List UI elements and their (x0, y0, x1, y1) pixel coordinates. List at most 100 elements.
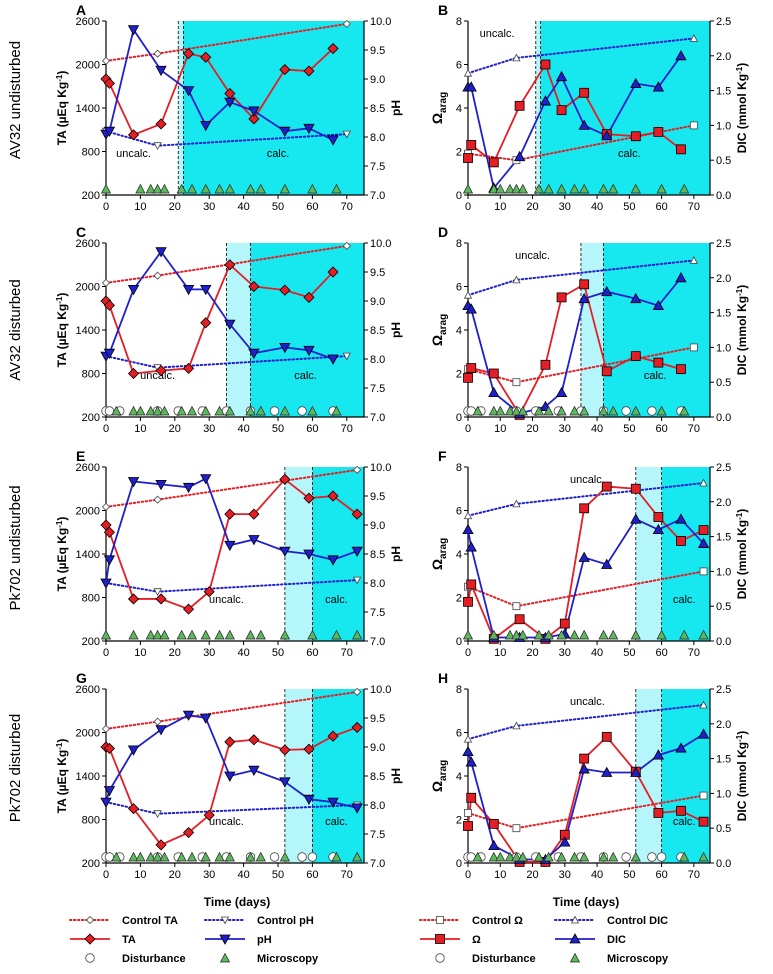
microscopy-marker (145, 183, 156, 194)
panel-letter: E (76, 448, 85, 464)
x-tick-label: 40 (237, 869, 249, 881)
calcified-region (250, 243, 364, 417)
microscopy-marker (279, 183, 290, 194)
main-1-point (248, 508, 260, 520)
microscopy-marker (511, 183, 522, 194)
disturbance-marker (269, 406, 280, 416)
microscopy-marker (200, 405, 211, 416)
microscopy-marker (608, 405, 619, 416)
main-1-point (351, 721, 363, 733)
legend-marker (436, 916, 444, 924)
y1-tick-label: 800 (82, 147, 100, 159)
main-1-point (182, 362, 195, 374)
microscopy-marker (533, 851, 545, 862)
main-1-point (676, 144, 686, 155)
microscopy-marker (100, 629, 112, 640)
x-tick-label: 70 (341, 423, 353, 435)
main-2-point (601, 558, 613, 569)
microscopy-marker (462, 183, 474, 194)
main-1-point (556, 105, 567, 116)
microscopy-marker (307, 183, 318, 194)
main-1-point (630, 351, 641, 362)
microscopy-marker (504, 629, 516, 640)
y2-tick-label: 7.5 (370, 383, 385, 395)
y2-tick-label: 9.5 (370, 45, 385, 57)
uncalc-label: uncalc. (515, 250, 550, 262)
legend-item: Control Ω (419, 915, 523, 927)
microscopy-marker (152, 629, 163, 640)
microscopy-marker (698, 629, 709, 640)
y2-tick-label: 10.0 (370, 684, 391, 696)
microscopy-marker (145, 405, 156, 416)
microscopy-marker (255, 851, 266, 862)
legend-item: pH (205, 934, 272, 946)
y2-tick-label: 1.5 (716, 86, 731, 98)
y2-tick-label: 7.0 (370, 412, 385, 424)
main-2-point (127, 745, 140, 756)
main-1-point (203, 586, 215, 598)
microscopy-marker (679, 851, 690, 862)
disturbance-marker (297, 852, 307, 862)
y2-tick-label: 10.0 (370, 462, 391, 474)
microscopy-marker (488, 629, 499, 640)
main-1-point (601, 731, 612, 742)
panel-letter: B (438, 2, 448, 18)
legend-marker (569, 952, 581, 963)
x-tick-label: 30 (203, 201, 215, 213)
x-tick-label: 40 (591, 869, 603, 881)
y2-tick-label: 2.0 (716, 719, 731, 731)
y2-tick-label: 9.5 (370, 491, 385, 503)
main-1-point (248, 113, 260, 125)
main-2-point (303, 123, 315, 135)
calcified-region (661, 467, 710, 641)
control-2-point (352, 576, 362, 585)
y1-tick-label: 800 (82, 369, 100, 381)
main-2-point (630, 292, 642, 304)
main-2-point (279, 126, 291, 138)
microscopy-marker (200, 629, 211, 640)
y2-tick-label: 7.5 (370, 607, 385, 619)
microscopy-marker (556, 629, 567, 640)
control-1-point (512, 378, 521, 387)
control-1-point (342, 241, 351, 250)
main-1-point (103, 77, 116, 89)
control-1-point (101, 278, 111, 287)
legend-marker (85, 915, 95, 925)
y1-tick-label: 800 (82, 815, 100, 827)
main-1-point (653, 808, 664, 818)
series-line-main-2 (467, 733, 705, 861)
legend-label: pH (257, 934, 272, 946)
microscopy-marker (517, 183, 528, 194)
legend-left: Control TA Control pH TA pH Disturbance Micro… (69, 915, 319, 965)
microscopy-marker (159, 629, 170, 640)
microscopy-marker (245, 405, 256, 416)
disturbance-marker (297, 406, 307, 416)
main-1-point (351, 508, 363, 520)
control-2-point (463, 511, 473, 520)
y1-tick-label: 4 (456, 103, 462, 115)
microscopy-marker (472, 405, 483, 416)
calc-label: calc. (673, 594, 696, 606)
panel-A: 0 10 20 30 40 50 60 70 200 800 1400 2000 2600 7.0 7.5 8… (55, 2, 403, 213)
main-2-point (697, 728, 710, 739)
main-1-point (698, 525, 709, 535)
y2-tick-label: 0.0 (716, 412, 731, 424)
main-1-point (601, 366, 612, 377)
legend-label: Control TA (122, 915, 178, 927)
microscopy-marker (517, 629, 528, 640)
main-2-point (465, 756, 477, 767)
microscopy-marker (176, 405, 187, 416)
y2-tick-label: 0.0 (716, 858, 731, 870)
main-1-point (279, 744, 291, 756)
microscopy-marker (128, 629, 139, 640)
y2-tick-label: 0.5 (716, 601, 731, 613)
y2-tick-label: 9.0 (370, 296, 385, 308)
microscopy-marker (186, 405, 198, 416)
main-1-point (630, 483, 641, 494)
main-2-point (200, 474, 212, 485)
main-2-point (578, 292, 590, 304)
series-line-control-1 (467, 794, 705, 830)
microscopy-marker (556, 405, 567, 416)
main-2-point (652, 81, 665, 92)
control-2-point (463, 68, 473, 77)
